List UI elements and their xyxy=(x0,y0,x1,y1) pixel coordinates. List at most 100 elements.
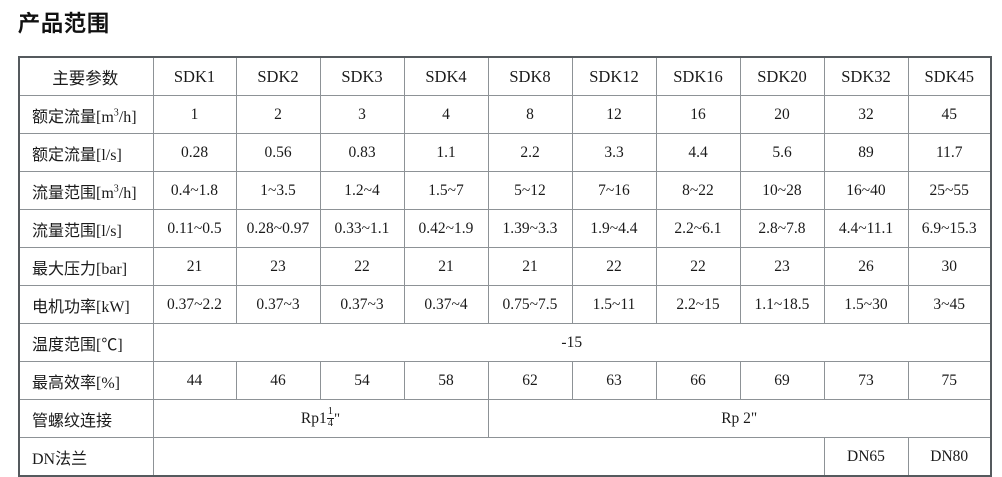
column-header-model: SDK32 xyxy=(823,56,909,96)
column-header-model: SDK16 xyxy=(655,56,741,96)
fraction-numerator: 1 xyxy=(326,406,334,419)
row-label-unit: /h] xyxy=(118,108,137,126)
table-cell: 30 xyxy=(907,247,992,286)
table-cell: 75 xyxy=(907,361,992,400)
table-cell: 44 xyxy=(152,361,237,400)
column-header-model: SDK4 xyxy=(403,56,489,96)
table-cell: 0.28~0.97 xyxy=(235,209,321,248)
table-cell: 3 xyxy=(319,95,405,134)
table-cell: 2 xyxy=(235,95,321,134)
column-header-model: SDK8 xyxy=(487,56,573,96)
superscript-three: 3 xyxy=(113,183,119,195)
row-label-text: 额定流量[m xyxy=(32,108,114,126)
table-cell: 5~12 xyxy=(487,171,573,210)
column-header-model: SDK20 xyxy=(739,56,825,96)
table-cell: 20 xyxy=(739,95,825,134)
table-cell: 58 xyxy=(403,361,489,400)
superscript-three: 3 xyxy=(113,107,119,119)
row-header-max-efficiency: 最高效率[%] xyxy=(18,361,154,400)
column-header-model: SDK3 xyxy=(319,56,405,96)
table-cell: 0.37~2.2 xyxy=(152,285,237,324)
page-title: 产品范围 xyxy=(18,11,111,36)
table-cell: 0.33~1.1 xyxy=(319,209,405,248)
table-cell: 1.5~30 xyxy=(823,285,909,324)
table-cell: 22 xyxy=(655,247,741,286)
table-cell: 1.1~18.5 xyxy=(739,285,825,324)
table-row: 额定流量[l/s] 0.28 0.56 0.83 1.1 2.2 3.3 4.4… xyxy=(18,133,992,172)
table-cell: 69 xyxy=(739,361,825,400)
table-cell: 46 xyxy=(235,361,321,400)
table-cell: 63 xyxy=(571,361,657,400)
table-row: 管螺纹连接 Rp1 1 4 " Rp 2" xyxy=(18,399,992,438)
table-cell: 1.5~11 xyxy=(571,285,657,324)
table-cell: 0.11~0.5 xyxy=(152,209,237,248)
table-cell: 26 xyxy=(823,247,909,286)
row-header-pipe-thread: 管螺纹连接 xyxy=(18,399,154,438)
table-cell: 8~22 xyxy=(655,171,741,210)
row-label-unit: /h] xyxy=(118,184,137,202)
table-cell: 2.2 xyxy=(487,133,573,172)
table-row: 最大压力[bar] 21 23 22 21 21 22 22 23 26 30 xyxy=(18,247,992,286)
table-cell: 23 xyxy=(235,247,321,286)
table-cell: 1.39~3.3 xyxy=(487,209,573,248)
table-cell: 25~55 xyxy=(907,171,992,210)
inch-prime: " xyxy=(333,411,341,428)
row-label-text: 流量范围[m xyxy=(32,184,114,202)
table-cell: 23 xyxy=(739,247,825,286)
fraction-denominator: 4 xyxy=(327,418,333,429)
table-cell: 12 xyxy=(571,95,657,134)
column-header-model: SDK1 xyxy=(152,56,237,96)
table-cell: 4 xyxy=(403,95,489,134)
table-cell: 3~45 xyxy=(907,285,992,324)
table-cell: 1.9~4.4 xyxy=(571,209,657,248)
table-cell: 62 xyxy=(487,361,573,400)
table-cell: 73 xyxy=(823,361,909,400)
table-row: DN法兰 DN65 DN80 xyxy=(18,437,992,477)
table-cell: 11.7 xyxy=(907,133,992,172)
row-header-rated-flow-ls: 额定流量[l/s] xyxy=(18,133,154,172)
table-cell: 7~16 xyxy=(571,171,657,210)
row-header-dn-flange: DN法兰 xyxy=(18,437,154,477)
row-header-max-pressure: 最大压力[bar] xyxy=(18,247,154,286)
table-cell: 1.1 xyxy=(403,133,489,172)
table-row: 最高效率[%] 44 46 54 58 62 63 66 69 73 75 xyxy=(18,361,992,400)
table-cell: 1~3.5 xyxy=(235,171,321,210)
column-header-model: SDK12 xyxy=(571,56,657,96)
table-cell: 10~28 xyxy=(739,171,825,210)
row-header-rated-flow-m3h: 额定流量[m3/h] xyxy=(18,95,154,134)
table-cell: 2.2~15 xyxy=(655,285,741,324)
row-header-flow-range-m3h: 流量范围[m3/h] xyxy=(18,171,154,210)
spec-table-container: 主要参数 SDK1 SDK2 SDK3 SDK4 SDK8 SDK12 SDK1… xyxy=(18,56,992,477)
table-cell: 0.37~3 xyxy=(235,285,321,324)
row-header-motor-power: 电机功率[kW] xyxy=(18,285,154,324)
table-cell-merged-temperature: -15 xyxy=(152,323,992,362)
table-cell: 1.5~7 xyxy=(403,171,489,210)
table-cell: 21 xyxy=(487,247,573,286)
row-header-flow-range-ls: 流量范围[l/s] xyxy=(18,209,154,248)
table-cell: 0.42~1.9 xyxy=(403,209,489,248)
table-cell: 66 xyxy=(655,361,741,400)
table-row: 电机功率[kW] 0.37~2.2 0.37~3 0.37~3 0.37~4 0… xyxy=(18,285,992,324)
table-cell: 54 xyxy=(319,361,405,400)
table-cell: 4.4 xyxy=(655,133,741,172)
table-cell: 2.8~7.8 xyxy=(739,209,825,248)
table-cell: 3.3 xyxy=(571,133,657,172)
table-row: 温度范围[℃] -15 xyxy=(18,323,992,362)
table-cell-thread-left: Rp1 1 4 " xyxy=(152,399,489,438)
table-cell: 0.56 xyxy=(235,133,321,172)
table-cell: 0.75~7.5 xyxy=(487,285,573,324)
row-header-temperature-range: 温度范围[℃] xyxy=(18,323,154,362)
table-cell: 6.9~15.3 xyxy=(907,209,992,248)
table-cell-dn: DN80 xyxy=(907,437,992,477)
column-header-model: SDK45 xyxy=(907,56,992,96)
table-cell: 22 xyxy=(571,247,657,286)
table-cell: 16 xyxy=(655,95,741,134)
table-cell: 5.6 xyxy=(739,133,825,172)
table-cell: 22 xyxy=(319,247,405,286)
table-cell: 0.37~4 xyxy=(403,285,489,324)
thread-size-text: Rp1 xyxy=(300,410,327,428)
table-row: 额定流量[m3/h] 1 2 3 4 8 12 16 20 32 45 xyxy=(18,95,992,134)
table-cell-dn: DN65 xyxy=(823,437,909,477)
